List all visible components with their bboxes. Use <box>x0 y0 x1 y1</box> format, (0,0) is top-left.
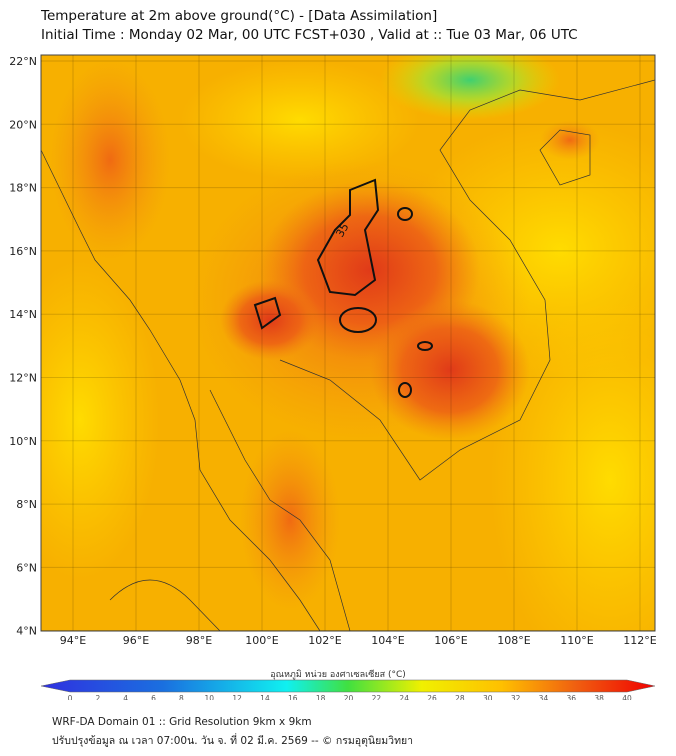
colorbar-tick: 30 <box>483 694 493 700</box>
colorbar-tick: 8 <box>179 694 184 700</box>
colorbar-tick: 34 <box>539 694 549 700</box>
lat-label: 22°N <box>9 55 37 68</box>
lat-label: 20°N <box>9 118 37 131</box>
lat-label: 4°N <box>16 625 37 638</box>
colorbar-tick: 24 <box>399 694 409 700</box>
colorbar-tick: 26 <box>427 694 437 700</box>
colorbar-tick: 16 <box>288 694 298 700</box>
lon-label: 94°E <box>60 634 86 647</box>
colorbar-tick: 12 <box>232 694 242 700</box>
colorbar-tick: 22 <box>372 694 382 700</box>
lon-label: 98°E <box>186 634 212 647</box>
colorbar-tick: 36 <box>567 694 577 700</box>
chart-title: Temperature at 2m above ground(°C) - [Da… <box>41 8 438 24</box>
colorbar-tick: 28 <box>455 694 465 700</box>
lon-label: 102°E <box>308 634 341 647</box>
contour-label: 35 <box>333 221 351 240</box>
footer-line1: WRF-DA Domain 01 :: Grid Resolution 9km … <box>52 716 312 728</box>
colorbar-tick: 4 <box>123 694 128 700</box>
colorbar <box>40 679 656 693</box>
map-frame <box>40 54 656 632</box>
temperature-field: 35 <box>41 55 655 631</box>
lat-label: 6°N <box>16 561 37 574</box>
colorbar-tick: 18 <box>316 694 326 700</box>
colorbar-tick: 2 <box>95 694 100 700</box>
lon-label: 104°E <box>371 634 404 647</box>
lon-label: 106°E <box>434 634 467 647</box>
colorbar-tick: 6 <box>151 694 156 700</box>
footer-line2: ปรับปรุงข้อมูล ณ เวลา 07:00น. วัน จ. ที่… <box>52 735 414 747</box>
lon-label: 100°E <box>245 634 278 647</box>
colorbar-tick: 32 <box>511 694 521 700</box>
colorbar-title: อุณหภูมิ หน่วย องศาเซลเซียส (°C) <box>270 670 406 680</box>
lat-label: 12°N <box>9 372 37 385</box>
chart-subtitle: Initial Time : Monday 02 Mar, 00 UTC FCS… <box>41 27 578 43</box>
colorbar-tick: 38 <box>594 694 604 700</box>
temperature-map: 35 22°N 20°N 18°N 16°N 14°N 12°N 10°N 8°N 6°N 4°N… <box>9 54 657 700</box>
lon-label: 110°E <box>560 634 593 647</box>
coastline <box>41 79 655 631</box>
colorbar-tick: 0 <box>68 694 73 700</box>
lat-label: 8°N <box>16 498 37 511</box>
lat-label: 10°N <box>9 435 37 448</box>
lat-label: 18°N <box>9 182 37 195</box>
colorbar-tick: 40 <box>622 694 632 700</box>
lon-label: 112°E <box>623 634 656 647</box>
lon-label: 108°E <box>497 634 530 647</box>
lat-label: 16°N <box>9 245 37 258</box>
lon-label: 96°E <box>123 634 149 647</box>
colorbar-tick: 10 <box>204 694 214 700</box>
contour-35 <box>253 178 433 398</box>
lat-label: 14°N <box>9 308 37 321</box>
colorbar-tick: 14 <box>260 694 270 700</box>
colorbar-tick: 20 <box>344 694 354 700</box>
